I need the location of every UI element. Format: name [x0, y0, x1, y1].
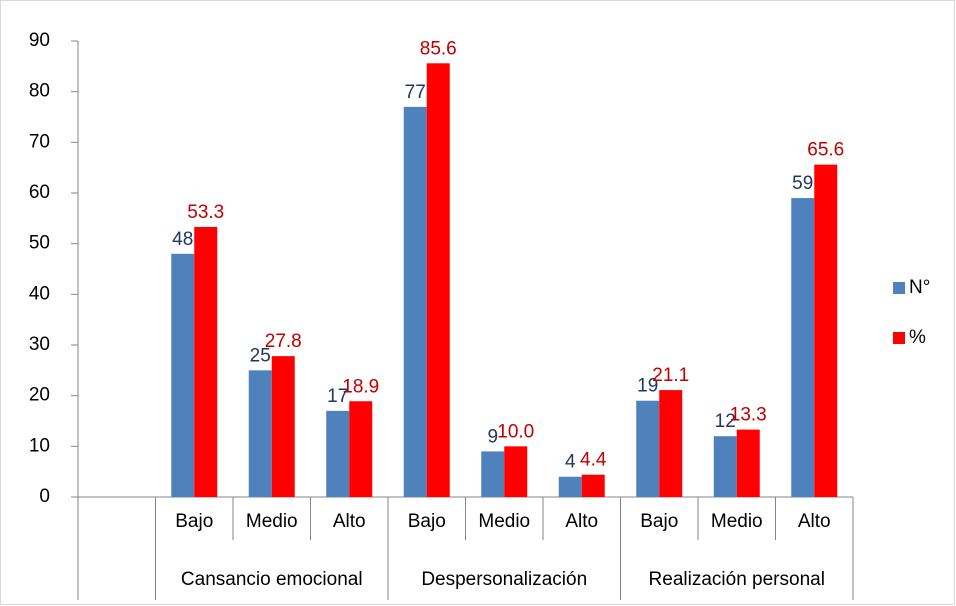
data-label: 77	[405, 82, 426, 103]
y-tick-label: 10	[29, 435, 50, 456]
data-label: 18.9	[342, 376, 379, 397]
data-label: 59	[792, 173, 813, 194]
x-tick-label: Medio	[246, 511, 298, 532]
group-label: Cansancio emocional	[181, 569, 363, 590]
bar	[271, 356, 295, 497]
bar	[736, 429, 760, 497]
x-tick-label: Bajo	[408, 511, 446, 532]
y-tick-label: 30	[29, 334, 50, 355]
x-tick-label: Bajo	[175, 511, 213, 532]
data-label: 25	[250, 345, 271, 366]
data-label: 53.3	[187, 202, 224, 223]
bar	[659, 390, 683, 497]
group-label: Despersonalización	[421, 569, 587, 590]
bar	[326, 410, 350, 497]
bar	[791, 198, 815, 498]
data-label: 12	[715, 411, 736, 432]
data-label: 21.1	[652, 365, 689, 386]
legend-label: %	[909, 327, 926, 348]
bar	[426, 63, 450, 497]
data-label: 10.0	[497, 421, 534, 442]
data-label: 9	[487, 426, 498, 447]
bar	[504, 446, 528, 497]
bar	[248, 370, 272, 497]
legend-label: N°	[909, 277, 930, 298]
y-tick-label: 0	[39, 486, 50, 507]
x-tick-label: Alto	[333, 511, 366, 532]
x-tick-label: Alto	[798, 511, 831, 532]
data-label: 48	[172, 229, 193, 250]
y-tick-label: 60	[29, 182, 50, 203]
y-tick-label: 90	[29, 30, 50, 51]
bar	[713, 436, 737, 497]
bar	[171, 253, 195, 497]
bar	[349, 401, 373, 497]
bar	[481, 451, 505, 497]
x-tick-label: Bajo	[640, 511, 678, 532]
data-label: 13.3	[730, 405, 767, 426]
bar	[558, 476, 582, 497]
data-label: 85.6	[420, 38, 457, 59]
x-tick-label: Medio	[478, 511, 530, 532]
data-label: 17	[327, 386, 348, 407]
bar	[636, 400, 660, 497]
data-label: 4.4	[580, 450, 607, 471]
data-label: 27.8	[265, 331, 302, 352]
y-tick-label: 80	[29, 81, 50, 102]
legend-swatch	[893, 282, 905, 294]
data-label: 19	[637, 376, 658, 397]
group-label: Realización personal	[649, 569, 825, 590]
data-label: 4	[565, 452, 576, 473]
x-tick-label: Medio	[711, 511, 763, 532]
y-tick-label: 40	[29, 283, 50, 304]
bar	[403, 106, 427, 497]
x-tick-label: Alto	[565, 511, 598, 532]
bar	[581, 474, 605, 497]
y-tick-label: 50	[29, 233, 50, 254]
legend-swatch	[893, 332, 905, 344]
bar	[814, 164, 838, 498]
bar	[194, 226, 218, 498]
data-label: 65.6	[807, 140, 844, 161]
y-tick-label: 70	[29, 131, 50, 152]
y-tick-label: 20	[29, 385, 50, 406]
